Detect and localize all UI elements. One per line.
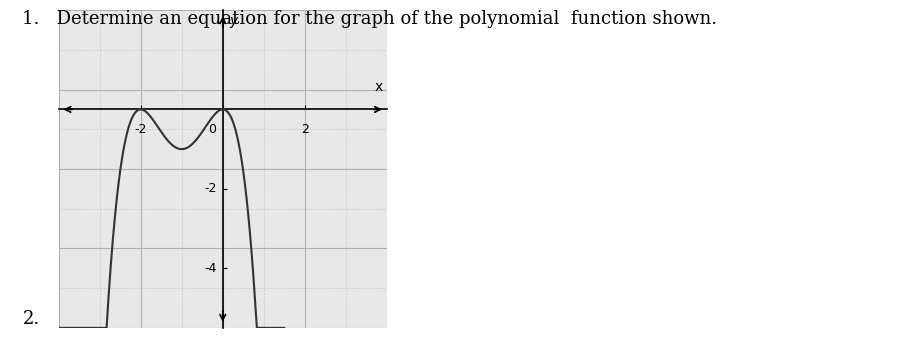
Text: 2: 2: [301, 123, 309, 136]
Text: 0: 0: [209, 123, 217, 136]
Text: 2.: 2.: [22, 310, 40, 328]
Text: -2: -2: [134, 123, 147, 136]
Text: 1.   Determine an equation for the graph of the polynomial  function shown.: 1. Determine an equation for the graph o…: [22, 10, 717, 28]
Text: -4: -4: [204, 262, 217, 275]
Text: -2: -2: [204, 183, 217, 195]
Text: y: y: [229, 14, 238, 28]
Text: x: x: [374, 79, 382, 94]
